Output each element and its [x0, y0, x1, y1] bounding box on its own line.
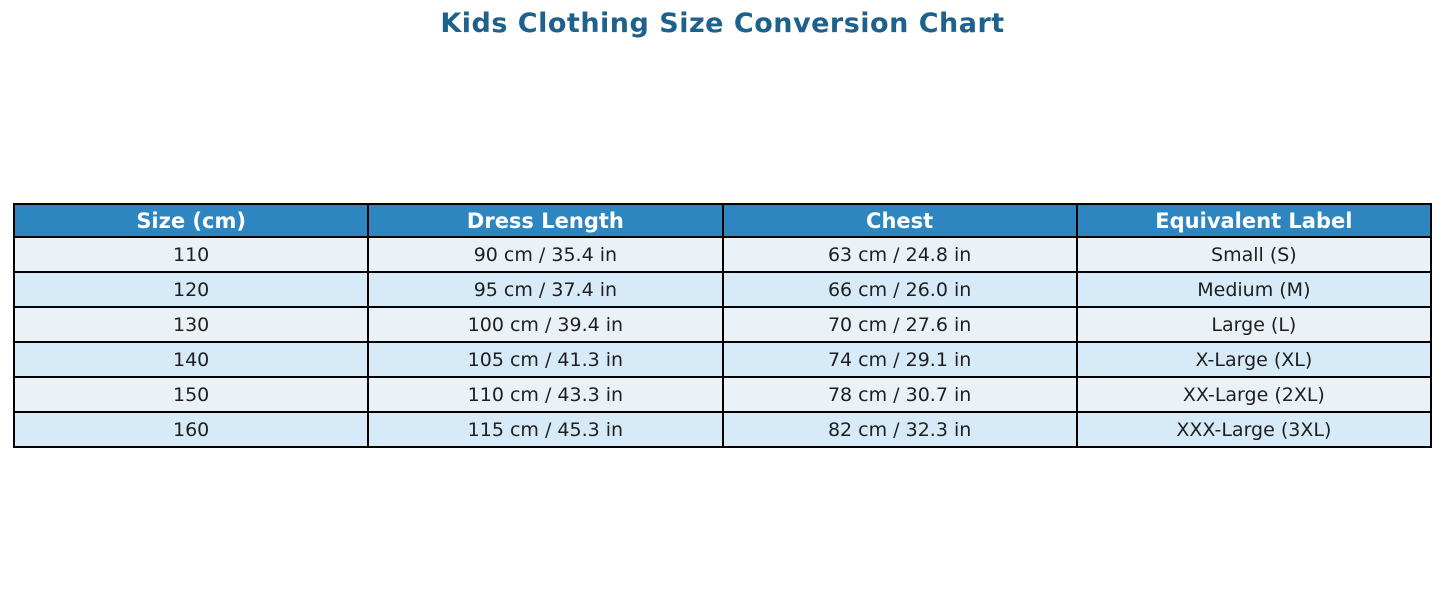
table-cell: 66 cm / 26.0 in [721, 271, 1078, 308]
size-conversion-table-container: Size (cm) Dress Length Chest Equivalent … [12, 203, 1433, 448]
table-cell: 115 cm / 45.3 in [367, 411, 724, 448]
table-cell: 130 [12, 306, 370, 343]
table-cell: Small (S) [1075, 236, 1433, 273]
table-cell: 100 cm / 39.4 in [367, 306, 724, 343]
column-header-chest: Chest [721, 203, 1078, 238]
table-cell: 120 [12, 271, 370, 308]
table-cell: 78 cm / 30.7 in [721, 376, 1078, 413]
table-cell: X-Large (XL) [1075, 341, 1433, 378]
table-row: 110 90 cm / 35.4 in 63 cm / 24.8 in Small (… [12, 236, 1433, 273]
table-cell: 63 cm / 24.8 in [721, 236, 1078, 273]
table-cell: Large (L) [1075, 306, 1433, 343]
table-cell: 90 cm / 35.4 in [367, 236, 724, 273]
table-cell: 110 cm / 43.3 in [367, 376, 724, 413]
table-row: 140 105 cm / 41.3 in 74 cm / 29.1 in X-Larg… [12, 341, 1433, 378]
table-cell: 140 [12, 341, 370, 378]
chart-title: Kids Clothing Size Conversion Chart [440, 8, 1005, 39]
table-cell: 105 cm / 41.3 in [367, 341, 724, 378]
table-cell: 110 [12, 236, 370, 273]
table-cell: 82 cm / 32.3 in [721, 411, 1078, 448]
table-row: 150 110 cm / 43.3 in 78 cm / 30.7 in XX-Lar… [12, 376, 1433, 413]
table-header-row: Size (cm) Dress Length Chest Equivalent … [12, 203, 1433, 238]
table-body: 110 90 cm / 35.4 in 63 cm / 24.8 in Small (… [12, 236, 1433, 448]
column-header-dress-length: Dress Length [367, 203, 724, 238]
table-cell: 150 [12, 376, 370, 413]
table-row: 120 95 cm / 37.4 in 66 cm / 26.0 in Medium … [12, 271, 1433, 308]
column-header-size: Size (cm) [12, 203, 370, 238]
table-row: 130 100 cm / 39.4 in 70 cm / 27.6 in Large … [12, 306, 1433, 343]
table-cell: XX-Large (2XL) [1075, 376, 1433, 413]
table-cell: 70 cm / 27.6 in [721, 306, 1078, 343]
table-cell: 95 cm / 37.4 in [367, 271, 724, 308]
table-cell: 74 cm / 29.1 in [721, 341, 1078, 378]
table-cell: XXX-Large (3XL) [1075, 411, 1433, 448]
table-cell: Medium (M) [1075, 271, 1433, 308]
table-header: Size (cm) Dress Length Chest Equivalent … [12, 203, 1433, 238]
table-row: 160 115 cm / 45.3 in 82 cm / 32.3 in XXX-La… [12, 411, 1433, 448]
size-conversion-table: Size (cm) Dress Length Chest Equivalent … [12, 203, 1433, 448]
column-header-equivalent-label: Equivalent Label [1075, 203, 1433, 238]
table-cell: 160 [12, 411, 370, 448]
